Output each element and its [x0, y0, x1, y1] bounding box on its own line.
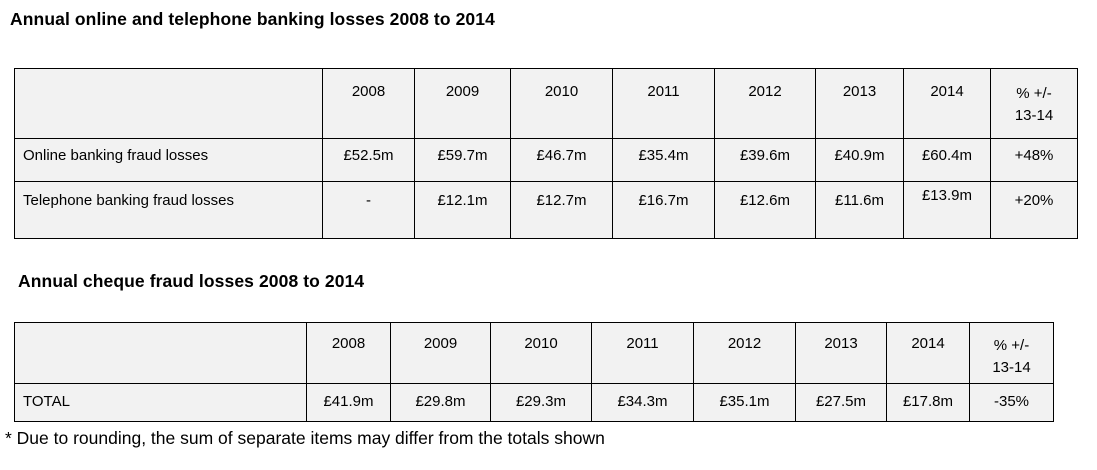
value-cell: £35.4m [612, 138, 715, 182]
header-row: 2008 2009 2010 2011 2012 2013 2014 % +/-… [14, 68, 1078, 139]
value-cell: £46.7m [510, 138, 613, 182]
pct-change-header-line2: 13-14 [1014, 107, 1054, 124]
year-header-2008: 2008 [322, 68, 415, 139]
pct-change-value: +48% [990, 138, 1078, 182]
value-cell: £52.5m [322, 138, 415, 182]
banking-losses-table: 2008 2009 2010 2011 2012 2013 2014 % +/-… [14, 68, 1078, 239]
table-row-online-banking: Online banking fraud losses £52.5m £59.7… [14, 138, 1078, 182]
row-label: Online banking fraud losses [14, 138, 323, 182]
value-cell: £12.7m [510, 181, 613, 239]
pct-change-header: % +/- 13-14 [990, 68, 1078, 139]
value-cell: £40.9m [815, 138, 904, 182]
year-header-2013: 2013 [815, 68, 904, 139]
cheque-losses-title: Annual cheque fraud losses 2008 to 2014 [18, 271, 365, 291]
value-cell: £17.8m [886, 383, 970, 422]
value-cell: £16.7m [612, 181, 715, 239]
year-header-2009: 2009 [390, 322, 491, 384]
year-header-2010: 2010 [490, 322, 592, 384]
year-header-2012: 2012 [693, 322, 796, 384]
value-cell: £34.3m [591, 383, 694, 422]
corner-cell [14, 68, 323, 139]
value-cell: £11.6m [815, 181, 904, 239]
value-cell: £39.6m [714, 138, 816, 182]
table-row-telephone-banking: Telephone banking fraud losses - £12.1m … [14, 181, 1078, 239]
corner-cell [14, 322, 307, 384]
value-cell: - [322, 181, 415, 239]
year-header-2008: 2008 [306, 322, 391, 384]
value-cell: £12.1m [414, 181, 511, 239]
table-row-total: TOTAL £41.9m £29.8m £29.3m £34.3m £35.1m… [14, 383, 1054, 422]
value-cell: £41.9m [306, 383, 391, 422]
value-cell: £35.1m [693, 383, 796, 422]
value-cell: £59.7m [414, 138, 511, 182]
row-label: TOTAL [14, 383, 307, 422]
rounding-footnote: * Due to rounding, the sum of separate i… [5, 428, 605, 448]
header-row: 2008 2009 2010 2011 2012 2013 2014 % +/-… [14, 322, 1054, 384]
cheque-losses-table: 2008 2009 2010 2011 2012 2013 2014 % +/-… [14, 322, 1054, 422]
year-header-2009: 2009 [414, 68, 511, 139]
value-cell: £13.9m [903, 181, 991, 239]
value-cell: £29.3m [490, 383, 592, 422]
pct-change-header: % +/- 13-14 [969, 322, 1054, 384]
value-cell: £60.4m [903, 138, 991, 182]
year-header-2011: 2011 [612, 68, 715, 139]
row-label: Telephone banking fraud losses [14, 181, 323, 239]
pct-change-value: -35% [969, 383, 1054, 422]
value-cell: £27.5m [795, 383, 887, 422]
year-header-2013: 2013 [795, 322, 887, 384]
year-header-2012: 2012 [714, 68, 816, 139]
pct-change-header-line1: % +/- [1016, 85, 1052, 102]
year-header-2014: 2014 [903, 68, 991, 139]
pct-change-header-line1: % +/- [993, 337, 1030, 354]
year-header-2010: 2010 [510, 68, 613, 139]
value-cell: £29.8m [390, 383, 491, 422]
year-header-2014: 2014 [886, 322, 970, 384]
value-cell: £12.6m [714, 181, 816, 239]
banking-losses-title: Annual online and telephone banking loss… [10, 9, 495, 29]
year-header-2011: 2011 [591, 322, 694, 384]
pct-change-value: +20% [990, 181, 1078, 239]
pct-change-header-line2: 13-14 [992, 359, 1031, 376]
